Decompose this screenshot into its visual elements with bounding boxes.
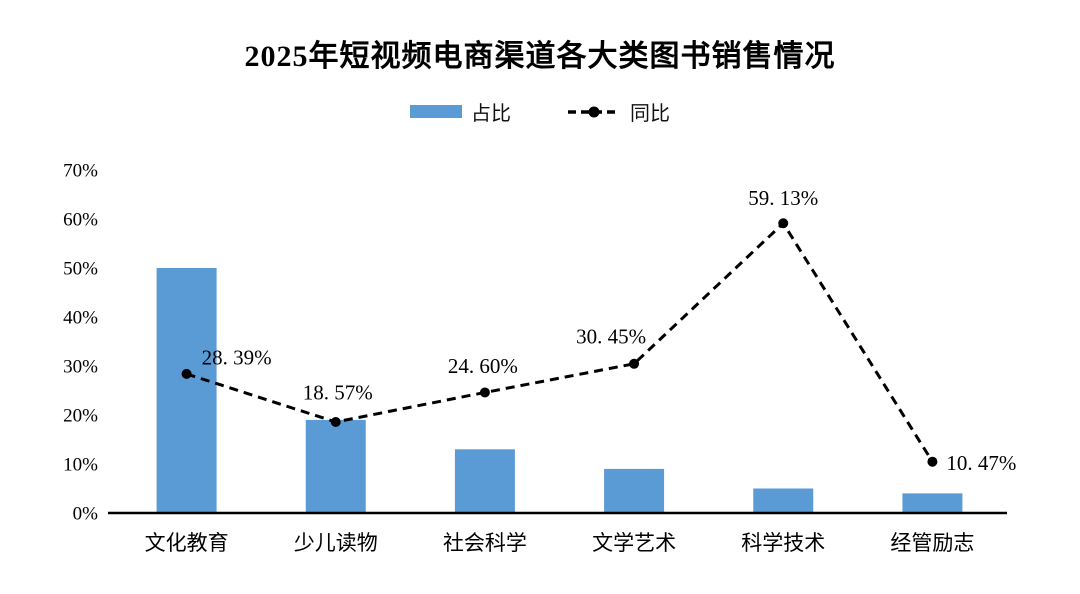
- category-label: 经管励志: [890, 531, 974, 555]
- category-label: 科学技术: [741, 531, 825, 555]
- line-data-label: 18. 57%: [303, 381, 373, 405]
- y-tick-label: 30%: [63, 357, 98, 378]
- line-data-label: 59. 13%: [748, 186, 818, 210]
- bar-社会科学: [454, 449, 515, 513]
- line-marker: [330, 417, 341, 428]
- y-tick-label: 10%: [63, 455, 98, 476]
- line-data-label: 28. 39%: [202, 345, 272, 369]
- y-tick-label: 20%: [63, 406, 98, 427]
- chart-title: 2025年短视频电商渠道各大类图书销售情况: [244, 40, 836, 73]
- category-label: 文学艺术: [592, 531, 676, 555]
- category-label: 社会科学: [443, 531, 527, 555]
- y-tick-label: 50%: [63, 259, 98, 280]
- y-tick-label: 70%: [63, 161, 98, 182]
- legend-item-tongbi: 同比: [567, 97, 670, 126]
- legend-item-zhanbi: 占比: [410, 97, 511, 126]
- bar-科学技术: [753, 488, 814, 513]
- category-label: 文化教育: [145, 531, 229, 555]
- line-data-label: 10. 47%: [946, 451, 1016, 475]
- line-marker: [181, 368, 192, 379]
- category-label: 少儿读物: [294, 531, 378, 555]
- bar-少儿读物: [305, 419, 366, 513]
- bar-series-swatch-icon: [410, 105, 462, 118]
- y-tick-label: 40%: [63, 308, 98, 329]
- legend-label-zhanbi: 占比: [471, 103, 511, 125]
- line-data-label: 30. 45%: [576, 324, 646, 348]
- line-data-label: 24. 60%: [448, 354, 518, 378]
- y-tick-label: 0%: [73, 504, 99, 525]
- bar-文化教育: [156, 268, 217, 513]
- line-series-path: [186, 220, 934, 463]
- bar-经管励志: [902, 493, 963, 513]
- dashed-line-swatch-icon: [568, 106, 620, 117]
- line-marker: [778, 218, 789, 229]
- line-marker: [629, 358, 640, 369]
- bar-文学艺术: [604, 468, 665, 513]
- legend-label-tongbi: 同比: [630, 103, 670, 125]
- chart-legend: 占比 同比: [0, 97, 1080, 126]
- y-tick-label: 60%: [63, 210, 98, 231]
- line-marker: [927, 456, 938, 467]
- line-marker: [479, 387, 490, 398]
